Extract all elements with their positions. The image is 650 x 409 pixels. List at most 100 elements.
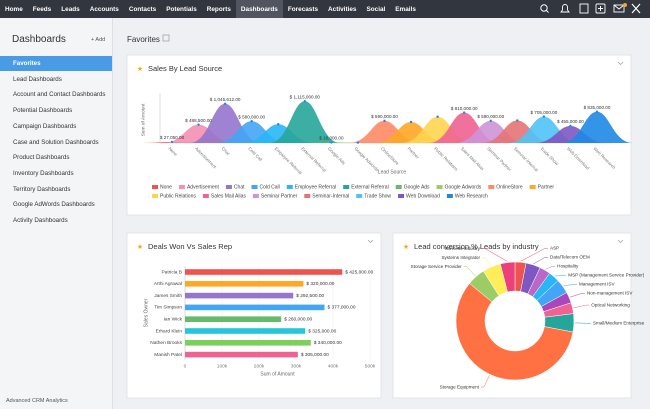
- legend-label: Chat: [234, 184, 245, 190]
- bell-icon[interactable]: [560, 4, 570, 13]
- nav-item[interactable]: Potentials: [166, 5, 197, 13]
- leader-line: [545, 266, 556, 270]
- x-tick-label: 0: [184, 363, 187, 369]
- sidebar-item[interactable]: Campaign Dashboards: [13, 122, 77, 130]
- sidebar-item[interactable]: Google AdWords Dashboards: [13, 201, 95, 209]
- sidebar-item[interactable]: Potential Dashboards: [13, 107, 73, 115]
- legend-label: None: [160, 184, 172, 190]
- sidebar-item[interactable]: Inventory Dashboards: [13, 169, 74, 177]
- slice-label: Wireless Industry: [445, 246, 481, 251]
- value-label: $ 590,000.00: [477, 114, 504, 119]
- x-tick-label: 500k: [365, 363, 376, 369]
- legend-swatch: [178, 185, 185, 189]
- add-icon[interactable]: [595, 3, 606, 14]
- value-label: $ 810,000.00: [451, 106, 478, 111]
- leader-line: [569, 293, 585, 298]
- slice-label: Systems Integrator: [441, 255, 480, 260]
- point: [356, 141, 360, 144]
- x-tick-label: 100k: [217, 363, 228, 369]
- point: [303, 99, 307, 103]
- value-label: $ 835,000.00: [584, 105, 611, 110]
- legend-swatch: [446, 194, 453, 198]
- y-tick-label: Arthi Agrawal: [154, 281, 182, 287]
- nav-item[interactable]: Reports: [206, 5, 231, 13]
- value-label: $ 340,000.00: [314, 340, 342, 346]
- y-tick-label: Ian Wick: [164, 316, 183, 322]
- nav-item[interactable]: Forecasts: [287, 5, 319, 13]
- nav-item[interactable]: Accounts: [89, 5, 119, 13]
- mail-icon[interactable]: [613, 4, 625, 13]
- legend-label: Advertisement: [187, 184, 220, 190]
- sidebar-item[interactable]: Product Dashboards: [13, 154, 70, 162]
- legend-swatch: [398, 194, 405, 198]
- legend-swatch: [251, 185, 258, 189]
- legend-label: Google Ads: [404, 184, 430, 190]
- y-axis-label: Sales Owner: [143, 298, 149, 327]
- legend-swatch: [488, 185, 495, 189]
- legend-swatch: [202, 194, 209, 198]
- leader-line: [573, 304, 590, 309]
- card: [126, 232, 382, 399]
- y-tick-label: Erhard Klein: [156, 328, 183, 334]
- sidebar-item[interactable]: Favorites: [0, 56, 112, 71]
- search-icon[interactable]: [540, 4, 548, 12]
- y-tick-label: Patricia B: [161, 269, 182, 275]
- top-nav: Home Feeds Leads Accounts Contacts Potentials…: [0, 0, 650, 18]
- point: [542, 115, 546, 118]
- sidebar-item[interactable]: Case and Solution Dashboards: [13, 138, 99, 146]
- legend-label: Seminar-Internal: [312, 193, 349, 199]
- value-label: $ 488,500.00: [185, 118, 212, 123]
- value-label: $ 705,000.00: [530, 110, 557, 115]
- nav-item[interactable]: Contacts: [128, 5, 157, 13]
- donut-slice: [455, 283, 574, 381]
- slice-label: ASP: [550, 246, 559, 251]
- point: [409, 120, 413, 124]
- slice-label: MSP (Management Service Provider): [568, 273, 644, 278]
- y-tick-label: James Smith: [154, 293, 182, 299]
- card-title: Sales By Lead Source: [148, 64, 222, 73]
- slice-label: Storage Service Provider: [411, 264, 463, 269]
- x-tick-label: 400k: [328, 363, 339, 369]
- bar: [185, 328, 306, 334]
- value-label: $ 27,050.00: [160, 135, 185, 140]
- x-tick-label: None: [167, 146, 178, 157]
- legend-swatch: [152, 185, 158, 189]
- tools-icon-2: [631, 3, 641, 14]
- add-dashboard[interactable]: + Add: [91, 37, 106, 43]
- sidebar-item[interactable]: Lead Dashboards: [13, 75, 62, 83]
- calendar-icon[interactable]: [579, 3, 589, 14]
- nav-item[interactable]: Emails: [395, 5, 416, 13]
- sidebar-item[interactable]: Account and Contact Dashboards: [13, 91, 106, 99]
- y-axis-label: Sum of Amount: [140, 103, 146, 136]
- bar: [185, 351, 298, 358]
- nav-item[interactable]: Social: [366, 5, 386, 13]
- nav-item[interactable]: Dashboards: [235, 0, 283, 18]
- card-menu[interactable]: [617, 239, 624, 243]
- bar: [185, 269, 343, 275]
- legend-label: Web Download: [406, 193, 440, 199]
- value-label: $ 16,000.00: [319, 136, 344, 141]
- leader-line: [463, 266, 476, 277]
- nav-item[interactable]: Activities: [328, 5, 357, 13]
- star-icon: ★: [137, 243, 143, 251]
- sidebar-item[interactable]: Activity Dashboards: [13, 217, 68, 224]
- nav-item[interactable]: Leads: [61, 5, 80, 13]
- nav-item[interactable]: Feeds: [32, 5, 52, 13]
- sidebar-item[interactable]: Territory Dashboards: [13, 185, 71, 193]
- sidebar-footer[interactable]: Advanced CRM Analytics: [6, 398, 68, 404]
- card-menu[interactable]: [617, 61, 624, 65]
- page-title: Favorites: [127, 35, 160, 44]
- open-icon[interactable]: [162, 34, 170, 42]
- legend-swatch: [343, 185, 350, 189]
- value-label: $ 580,000.00: [238, 114, 265, 119]
- area-hump: [561, 111, 633, 143]
- leader-line: [520, 248, 548, 262]
- search-icon-handle: [545, 9, 549, 13]
- bar: [185, 304, 325, 311]
- point: [250, 120, 253, 123]
- point: [595, 110, 599, 113]
- card-menu[interactable]: [367, 239, 374, 243]
- y-tick-label: Tim Simpson: [154, 305, 182, 311]
- nav-item[interactable]: Home: [5, 5, 23, 13]
- point: [569, 124, 572, 128]
